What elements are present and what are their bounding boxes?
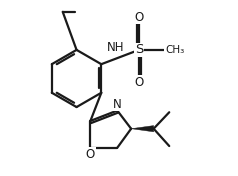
Text: O: O — [134, 76, 144, 89]
Polygon shape — [131, 126, 154, 132]
Text: NH: NH — [107, 41, 124, 54]
Text: O: O — [86, 148, 95, 161]
Text: N: N — [113, 98, 122, 111]
Text: S: S — [135, 43, 143, 56]
Text: O: O — [134, 11, 144, 24]
Text: CH₃: CH₃ — [165, 45, 184, 55]
